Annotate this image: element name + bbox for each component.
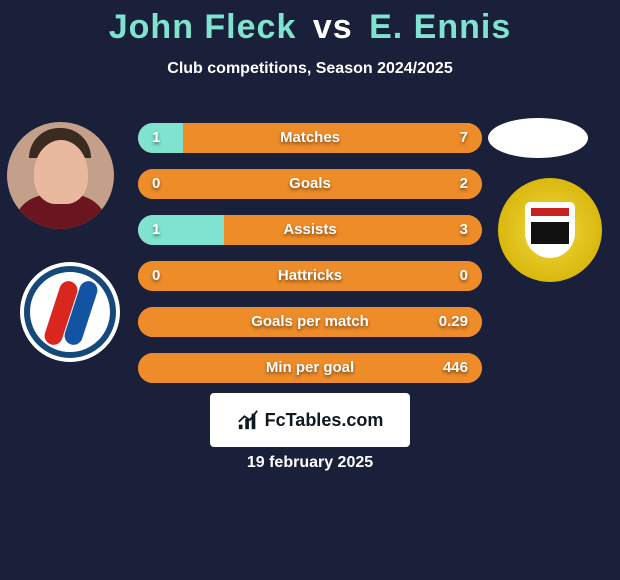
stat-metric-label: Goals — [138, 169, 482, 199]
title-player1: John Fleck — [109, 8, 297, 46]
comparison-card: John Fleck vs E. Ennis Club competitions… — [0, 0, 620, 580]
stat-value-right: 446 — [443, 353, 468, 383]
stat-metric-label: Matches — [138, 123, 482, 153]
stat-row: 0Hattricks0 — [138, 261, 482, 291]
player2-club-badge — [498, 178, 602, 282]
title-vs: vs — [313, 8, 353, 46]
stat-metric-label: Assists — [138, 215, 482, 245]
stat-value-right: 3 — [460, 215, 468, 245]
date-text: 19 february 2025 — [0, 454, 620, 472]
brand-icon — [237, 409, 259, 431]
brand-badge: FcTables.com — [210, 393, 410, 447]
title-player2: E. Ennis — [369, 8, 511, 46]
stat-row: 1Assists3 — [138, 215, 482, 245]
stat-value-right: 7 — [460, 123, 468, 153]
subtitle: Club competitions, Season 2024/2025 — [0, 60, 620, 78]
stat-metric-label: Min per goal — [138, 353, 482, 383]
page-title: John Fleck vs E. Ennis — [0, 8, 620, 47]
stat-row: Min per goal446 — [138, 353, 482, 383]
stat-value-right: 0 — [460, 261, 468, 291]
stat-value-right: 2 — [460, 169, 468, 199]
stat-row: 0Goals2 — [138, 169, 482, 199]
stat-metric-label: Goals per match — [138, 307, 482, 337]
stat-metric-label: Hattricks — [138, 261, 482, 291]
stat-bars: 1Matches70Goals21Assists30Hattricks0Goal… — [138, 123, 482, 399]
stat-value-right: 0.29 — [439, 307, 468, 337]
stat-row: 1Matches7 — [138, 123, 482, 153]
player2-avatar — [488, 118, 588, 158]
brand-text: FcTables.com — [265, 410, 384, 431]
player1-avatar — [7, 122, 114, 229]
player1-club-badge — [20, 262, 120, 362]
stat-row: Goals per match0.29 — [138, 307, 482, 337]
